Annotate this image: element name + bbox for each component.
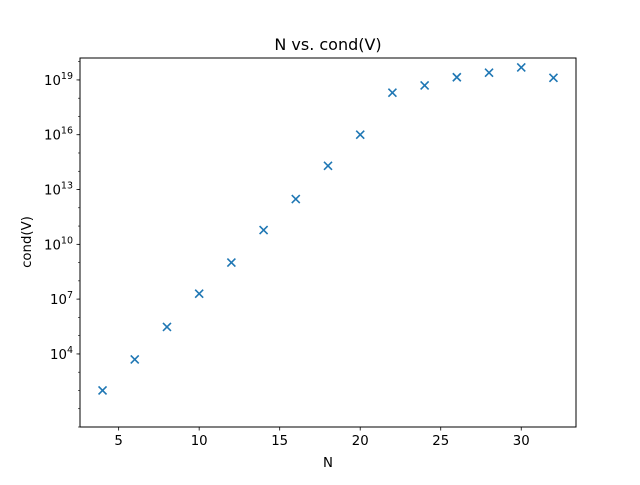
data-point <box>194 289 204 299</box>
data-point <box>162 322 172 332</box>
data-point <box>355 130 365 140</box>
x-tick-label: 15 <box>271 434 288 449</box>
x-tick-label: 10 <box>191 434 208 449</box>
data-point <box>516 62 526 73</box>
plot-area-frame <box>79 57 577 428</box>
x-tick-label: 25 <box>432 434 449 449</box>
chart-title: N vs. cond(V) <box>274 35 381 54</box>
y-axis-label: cond(V) <box>20 216 35 268</box>
x-tick-label: 5 <box>114 434 122 449</box>
data-point <box>484 68 494 78</box>
data-point <box>387 88 397 98</box>
y-tick-exponent: 13 <box>61 181 73 192</box>
y-tick-exponent: 19 <box>61 71 73 82</box>
x-axis-label: N <box>323 456 333 471</box>
x-tick-label: 20 <box>352 434 369 449</box>
y-tick-exponent: 16 <box>61 126 73 137</box>
data-point <box>226 258 236 268</box>
data-point <box>420 80 430 90</box>
data-point <box>452 72 462 82</box>
y-tick-exponent: 4 <box>67 345 73 356</box>
data-point <box>259 225 269 235</box>
data-point <box>130 354 140 364</box>
data-point <box>323 161 333 171</box>
y-tick-exponent: 10 <box>61 235 73 246</box>
y-tick-exponent: 7 <box>67 290 73 301</box>
data-point <box>97 385 108 396</box>
data-point <box>548 73 559 83</box>
data-point <box>291 194 301 204</box>
x-axis-ticks: 5 10 15 20 25 30 <box>114 427 530 449</box>
data-markers <box>97 62 559 396</box>
x-tick-label: 30 <box>513 434 530 449</box>
